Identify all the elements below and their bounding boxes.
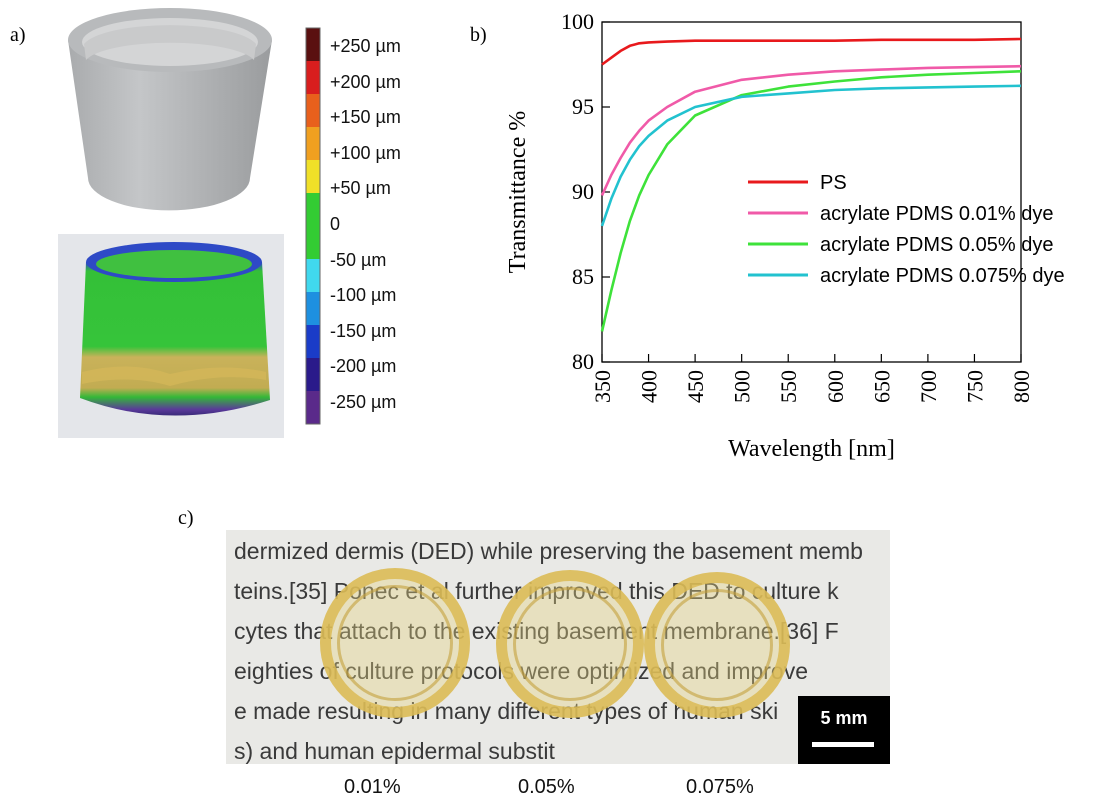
sample-label-0.05: 0.05% [518,776,575,798]
color-scale-segment [306,160,320,194]
sample-ring-0.075 [644,572,790,718]
color-scale-segment [306,193,320,227]
x-tick-label: 800 [1009,370,1034,403]
series-line-1 [600,64,1022,196]
panel-label-b: b) [470,24,487,46]
color-scale-segment [306,259,320,293]
panel-label-c: c) [178,507,194,529]
color-scale-segment [306,391,320,425]
x-tick-label: 650 [869,370,894,403]
series-line-0 [601,37,1022,66]
y-tick-label: 95 [572,94,594,119]
deviation-scale-label: +200 µm [330,71,401,92]
x-tick-label: 700 [916,370,941,403]
background-text-line: s) and human epidermal substit [234,738,555,764]
color-scale-segment [306,61,320,95]
x-tick-label: 350 [590,370,615,403]
series-line-2 [600,70,1022,332]
deviation-scale-label: -200 µm [330,356,397,377]
color-scale-segment [306,127,320,161]
series-line-3 [600,84,1022,227]
color-scale-segment [306,94,320,128]
color-scale-segment [306,226,320,260]
scanned-cylinder-deviation-map [58,234,284,438]
legend-label-0: PS [820,172,847,194]
sample-photo: dermized dermis (DED) while preserving t… [226,530,890,764]
x-tick-label: 500 [730,370,755,403]
background-text-line: dermized dermis (DED) while preserving t… [234,538,863,564]
legend-label-3: acrylate PDMS 0.075% dye [820,265,1065,287]
sample-ring-0.05 [496,570,644,718]
y-tick-label: 100 [561,9,594,34]
legend-label-1: acrylate PDMS 0.01% dye [820,203,1053,225]
transmittance-chart: 80 85 90 95 100 350 400 450 500 550 600 650 700 750 80… [505,9,1065,462]
scale-bar-label: 5 mm [820,708,868,728]
deviation-scale-label: +150 µm [330,107,401,128]
y-axis-label: Transmittance % [505,111,531,273]
deviation-color-scale [305,27,321,425]
scale-bar-line [812,742,874,747]
sample-ring-0.01 [320,568,470,718]
deviation-scale-label: +250 µm [330,36,401,56]
sample-label-0.075: 0.075% [686,776,754,798]
color-scale-segment [306,325,320,359]
panel-a-figure [58,8,321,438]
deviation-scale-label: -250 µm [330,392,397,412]
deviation-scale-label: -50 µm [330,249,387,270]
color-scale-segment [306,28,320,62]
sample-label-0.01: 0.01% [344,776,401,798]
x-tick-label: 550 [776,370,801,403]
y-tick-label: 90 [572,179,594,204]
deviation-scale-label: -100 µm [330,285,397,306]
x-tick-label: 450 [683,370,708,403]
panel-label-a: a) [10,24,26,46]
color-scale-segment [306,358,320,392]
x-axis-label: Wavelength [nm] [728,436,895,462]
deviation-scale-label: 0 [330,214,341,234]
cad-cylinder-model [68,8,272,211]
y-tick-label: 85 [572,264,594,289]
deviation-scale-label: +100 µm [330,142,401,163]
x-tick-label: 400 [637,370,662,403]
deviation-scale-label: +50 µm [330,178,391,199]
x-tick-label: 750 [962,370,987,403]
legend-label-2: acrylate PDMS 0.05% dye [820,234,1053,256]
deviation-scale-label: -150 µm [330,320,397,341]
x-tick-label: 600 [823,370,848,403]
color-scale-segment [306,292,320,326]
scale-bar: 5 mm [798,696,890,764]
y-tick-label: 80 [572,349,594,374]
